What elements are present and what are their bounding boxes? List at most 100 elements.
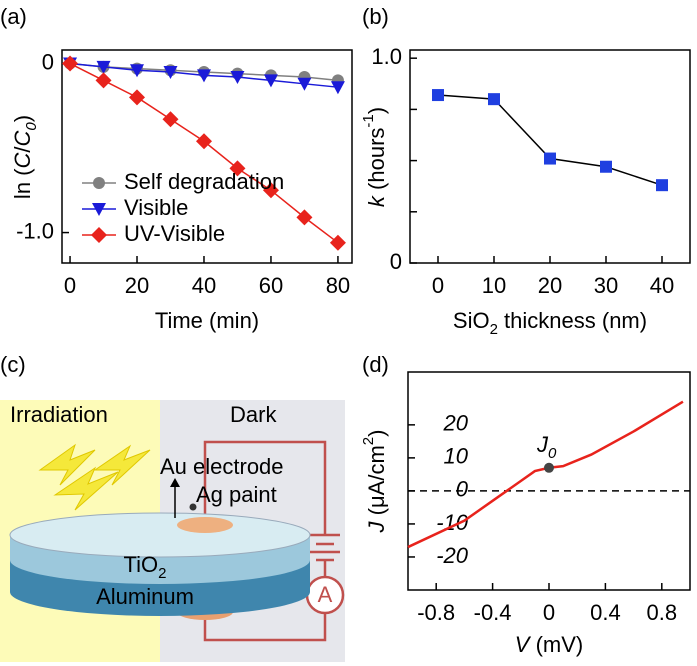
series-line — [407, 400, 684, 549]
text-part: SiO — [453, 308, 490, 333]
paint-label: Ag paint — [196, 482, 277, 507]
ammeter-label: A — [318, 582, 333, 607]
y-tick-label: 0 — [390, 249, 402, 274]
marker — [196, 69, 211, 83]
panel-label: (c) — [0, 352, 26, 377]
text-part: / — [10, 146, 35, 153]
series-line — [69, 62, 339, 244]
marker — [96, 60, 111, 74]
x-tick-label: -0.8 — [417, 600, 455, 625]
legend-label: Visible — [124, 195, 188, 220]
lightning — [38, 443, 151, 511]
text-part: (μA/cm — [364, 445, 389, 521]
x-axis-label: V (mV) — [515, 632, 583, 657]
y-tick-label: 0 — [456, 477, 469, 502]
marker — [297, 77, 312, 91]
text-part: -1 — [360, 114, 377, 127]
text-part: C — [10, 130, 35, 146]
y-tick-label: 0 — [42, 49, 54, 74]
y-tick-label: 10 — [444, 444, 469, 469]
x-tick-label: 0.4 — [590, 600, 621, 625]
marker — [600, 160, 612, 173]
marker — [162, 111, 179, 128]
marker — [62, 55, 79, 72]
text-part: ) — [364, 107, 389, 114]
marker — [656, 179, 668, 192]
legend-marker — [91, 227, 107, 243]
marker — [163, 65, 178, 79]
text-part: ) — [10, 115, 35, 122]
legend-label: Self degradation — [124, 169, 284, 194]
y-tick-label: -1.0 — [16, 218, 54, 243]
panel-c: Irradiation Dark A Au electrode Ag paint… — [0, 352, 345, 662]
bolt — [53, 466, 119, 511]
marker — [488, 93, 500, 106]
legend-label: UV-Visible — [124, 221, 225, 246]
x-tick-label: 60 — [259, 273, 283, 298]
text-part: C — [10, 153, 35, 169]
tio2-label: TiO2 — [124, 552, 167, 583]
y-tick-label: 1.0 — [371, 44, 402, 69]
text-part: ) — [364, 430, 389, 437]
text-part: thickness (nm) — [498, 308, 647, 333]
marker — [129, 89, 146, 106]
panel-label: (b) — [362, 4, 389, 29]
x-axis-label: Time (min) — [155, 308, 259, 333]
marker — [296, 209, 313, 226]
text-part: ln ( — [10, 168, 35, 199]
x-tick-label: 30 — [594, 273, 618, 298]
top-electrode — [177, 517, 233, 533]
marker — [262, 182, 279, 199]
marker — [130, 64, 145, 78]
x-tick-label: -0.4 — [474, 600, 512, 625]
irradiation-label: Irradiation — [10, 402, 108, 427]
marker — [544, 152, 556, 165]
ag-paint-dot — [189, 503, 197, 511]
text-part: J — [364, 520, 389, 533]
marker — [230, 71, 245, 85]
text-part: V — [515, 632, 532, 657]
y-axis-label: k (hours-1) — [360, 107, 388, 207]
marker — [95, 72, 112, 89]
text-part: 2 — [490, 321, 498, 338]
series-line — [437, 94, 663, 186]
text-part: 2 — [360, 437, 377, 445]
text-part: k — [364, 195, 389, 207]
x-tick-label: 40 — [650, 273, 674, 298]
x-tick-label: 0.8 — [647, 600, 678, 625]
x-tick-label: 20 — [125, 273, 149, 298]
disk-top — [9, 512, 311, 558]
arrow-head — [170, 478, 180, 487]
x-tick-label: 40 — [192, 273, 216, 298]
circuit — [203, 440, 345, 642]
text-part: TiO — [124, 552, 159, 577]
panel-label: (a) — [0, 4, 27, 29]
wire — [203, 613, 327, 642]
aluminum-label: Aluminum — [96, 584, 194, 609]
x-tick-label: 0 — [543, 600, 555, 625]
y-axis-label: J (μA/cm2) — [360, 430, 388, 534]
electrode-label: Au electrode — [160, 454, 284, 479]
y-axis-label: ln (C/C0) — [10, 115, 41, 199]
x-tick-label: 80 — [326, 273, 350, 298]
x-axis-label: SiO2 thickness (nm) — [453, 308, 647, 339]
text-part: (mV) — [529, 632, 583, 657]
marker — [263, 74, 278, 88]
dark-label: Dark — [230, 402, 277, 427]
marker — [432, 89, 444, 102]
point-label: J0 — [536, 432, 557, 463]
text-part: J — [536, 432, 549, 457]
y-tick-label: 20 — [443, 411, 469, 436]
text-part: 0 — [23, 122, 40, 131]
legend-marker — [92, 203, 106, 216]
marker — [229, 160, 246, 177]
wire — [203, 440, 327, 535]
x-tick-label: 0 — [432, 273, 444, 298]
legend-marker — [93, 177, 105, 189]
point-marker — [544, 462, 554, 473]
bolt — [93, 444, 151, 486]
panel-label: (d) — [362, 352, 389, 377]
text-part: 2 — [158, 565, 166, 582]
marker — [329, 234, 346, 251]
